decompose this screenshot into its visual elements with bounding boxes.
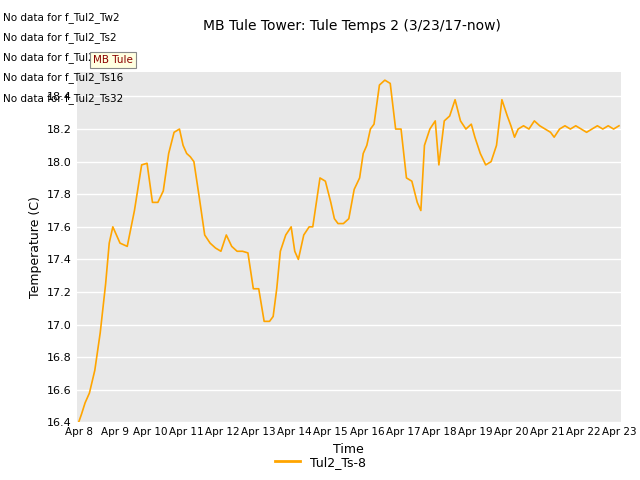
Text: MB Tule Tower: Tule Temps 2 (3/23/17-now): MB Tule Tower: Tule Temps 2 (3/23/17-now… bbox=[203, 19, 501, 33]
Tul2_Ts-8 bbox=[195, 194, 203, 200]
Tul2_Ts-8 bbox=[615, 123, 623, 129]
Text: MB Tule: MB Tule bbox=[93, 55, 132, 65]
Tul2_Ts-8 bbox=[212, 245, 220, 251]
Tul2_Ts-8 bbox=[75, 420, 83, 425]
X-axis label: Time: Time bbox=[333, 443, 364, 456]
Legend: Tul2_Ts-8: Tul2_Ts-8 bbox=[269, 451, 371, 474]
Y-axis label: Temperature (C): Temperature (C) bbox=[29, 196, 42, 298]
Text: No data for f_Tul2_Tw2: No data for f_Tul2_Tw2 bbox=[3, 12, 120, 23]
Text: No data for f_Tul2_Ts32: No data for f_Tul2_Ts32 bbox=[3, 93, 124, 104]
Text: No data for f_Tul2_Ts2: No data for f_Tul2_Ts2 bbox=[3, 32, 117, 43]
Text: No data for f_Tul2_Ts4: No data for f_Tul2_Ts4 bbox=[3, 52, 117, 63]
Tul2_Ts-8 bbox=[381, 77, 388, 83]
Line: Tul2_Ts-8: Tul2_Ts-8 bbox=[79, 80, 619, 422]
Tul2_Ts-8 bbox=[321, 178, 329, 184]
Text: No data for f_Tul2_Ts16: No data for f_Tul2_Ts16 bbox=[3, 72, 124, 84]
Tul2_Ts-8 bbox=[387, 81, 394, 86]
Tul2_Ts-8 bbox=[276, 248, 284, 254]
Tul2_Ts-8 bbox=[599, 126, 607, 132]
